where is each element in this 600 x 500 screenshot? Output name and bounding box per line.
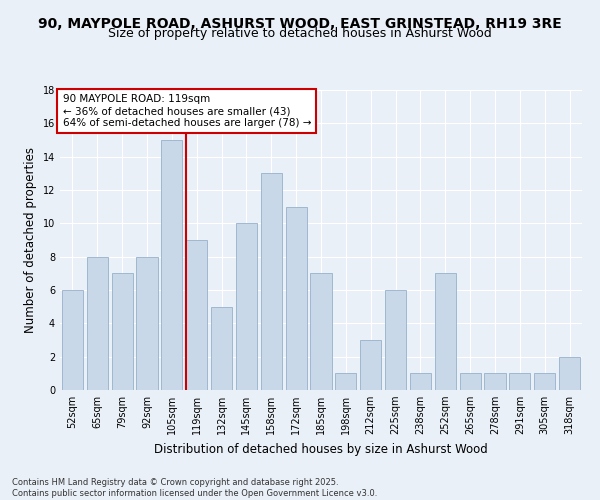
Text: Size of property relative to detached houses in Ashurst Wood: Size of property relative to detached ho… (108, 28, 492, 40)
Bar (186, 240, 207, 390)
Text: Contains HM Land Registry data © Crown copyright and database right 2025.
Contai: Contains HM Land Registry data © Crown c… (12, 478, 377, 498)
Bar (211, 306, 232, 390)
Bar (460, 374, 481, 390)
X-axis label: Distribution of detached houses by size in Ashurst Wood: Distribution of detached houses by size … (154, 442, 488, 456)
Y-axis label: Number of detached properties: Number of detached properties (24, 147, 37, 333)
Bar (335, 374, 356, 390)
Bar (87, 256, 108, 390)
Bar (484, 374, 506, 390)
Bar (559, 356, 580, 390)
Bar (509, 374, 530, 390)
Bar (410, 374, 431, 390)
Bar (136, 256, 158, 390)
Bar (534, 374, 555, 390)
Text: 90, MAYPOLE ROAD, ASHURST WOOD, EAST GRINSTEAD, RH19 3RE: 90, MAYPOLE ROAD, ASHURST WOOD, EAST GRI… (38, 18, 562, 32)
Bar (310, 274, 332, 390)
Bar (435, 274, 456, 390)
Text: 90 MAYPOLE ROAD: 119sqm
← 36% of detached houses are smaller (43)
64% of semi-de: 90 MAYPOLE ROAD: 119sqm ← 36% of detache… (62, 94, 311, 128)
Bar (261, 174, 282, 390)
Bar (360, 340, 381, 390)
Bar (62, 290, 83, 390)
Bar (161, 140, 182, 390)
Bar (286, 206, 307, 390)
Bar (236, 224, 257, 390)
Bar (385, 290, 406, 390)
Bar (112, 274, 133, 390)
